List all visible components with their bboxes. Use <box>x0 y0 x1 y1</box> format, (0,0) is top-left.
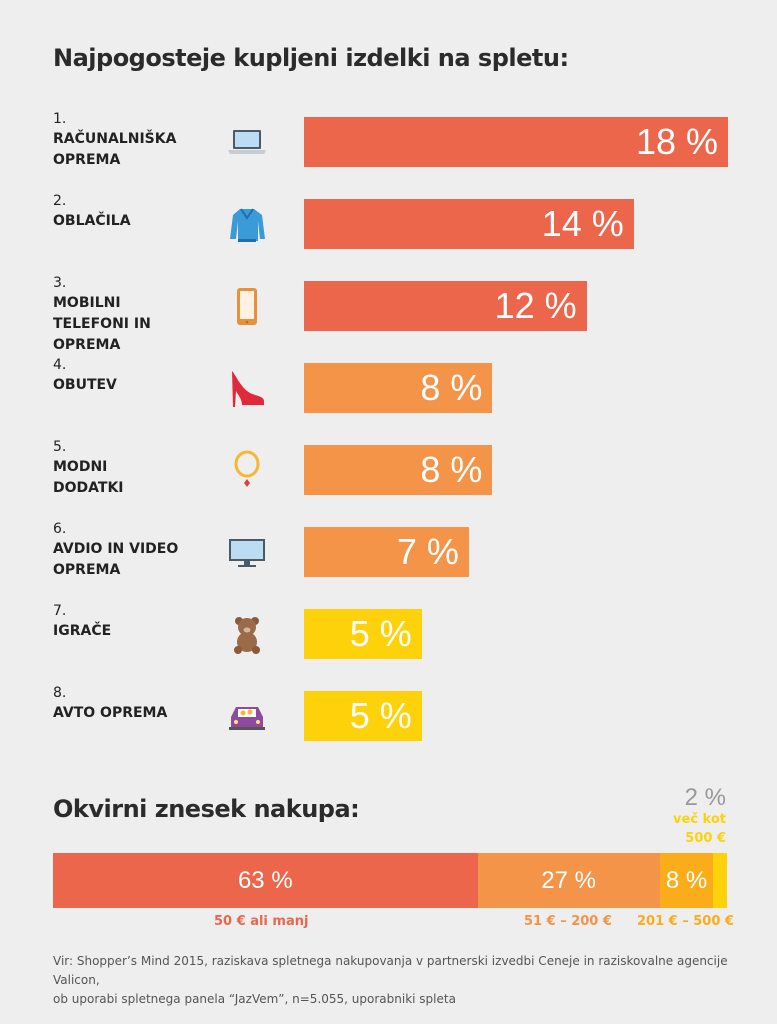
bar: 8 % <box>304 445 493 495</box>
bar-value-label: 8 % <box>420 367 483 408</box>
bar: 7 % <box>304 527 469 577</box>
bar-value-label: 14 % <box>541 203 624 244</box>
bar: 5 % <box>304 609 422 659</box>
category-label: IGRAČE <box>53 623 112 639</box>
chart-row: 1. RAČUNALNIŠKA OPREMA 18 % <box>0 0 777 168</box>
chart-row: 6. AVDIO IN VIDEO OPREMA 7 % <box>0 0 777 578</box>
necklace-icon <box>226 449 268 491</box>
segment-label-over-500-line2: 500 € <box>685 831 726 846</box>
sweater-icon <box>226 203 268 245</box>
bar-value-label: 5 % <box>349 695 412 736</box>
bar: 14 % <box>304 199 634 249</box>
chart-row: 8. AVTO OPREMA 5 % <box>0 0 777 741</box>
chart-row: 5. MODNI DODATKI 8 % <box>0 0 777 496</box>
bar-value-label: 8 % <box>420 449 483 490</box>
rank-number: 1. <box>53 111 67 127</box>
bar: 18 % <box>304 117 728 167</box>
stack-segment: 63 % <box>53 853 478 908</box>
rank-number: 8. <box>53 685 67 701</box>
bar: 8 % <box>304 363 493 413</box>
bar-value-label: 7 % <box>396 531 459 572</box>
rank-number: 2. <box>53 193 67 209</box>
category-label: AVTO OPREMA <box>53 705 168 721</box>
category-label: OBLAČILA <box>53 213 131 229</box>
amount-stacked-bar: 63 % 27 % 8 % <box>53 853 727 908</box>
category-label: MODNI DODATKI <box>53 459 124 496</box>
chart-row: 7. IGRAČE 5 % <box>0 0 777 659</box>
monitor-icon <box>226 531 268 573</box>
segment-label-50-or-less: 50 € ali manj <box>214 914 309 929</box>
source-line-2: ob uporabi spletnega panela “JazVem”, n=… <box>53 992 456 1006</box>
teddy-bear-icon <box>226 613 268 655</box>
laptop-icon <box>226 121 268 163</box>
segment-label-201-500: 201 € – 500 € <box>637 914 734 929</box>
segment-value-over-500: 2 % <box>684 784 726 811</box>
bar-value-label: 18 % <box>635 121 718 162</box>
high-heel-icon <box>226 367 268 409</box>
bar: 5 % <box>304 691 422 741</box>
category-label: AVDIO IN VIDEO OPREMA <box>53 541 179 578</box>
rank-number: 3. <box>53 275 67 291</box>
bar-value-label: 5 % <box>349 613 412 654</box>
bar-value-label: 12 % <box>494 285 577 326</box>
chart-title: Najpogosteje kupljeni izdelki na spletu: <box>53 44 569 72</box>
phone-icon <box>226 285 268 327</box>
bar: 12 % <box>304 281 587 331</box>
rank-number: 7. <box>53 603 67 619</box>
amount-title: Okvirni znesek nakupa: <box>53 795 360 823</box>
rank-number: 5. <box>53 439 67 455</box>
segment-label-over-500-line1: več kot <box>673 812 726 827</box>
category-label: RAČUNALNIŠKA OPREMA <box>53 131 177 168</box>
chart-row: 2. OBLAČILA 14 % <box>0 0 777 249</box>
chart-row: 4. OBUTEV 8 % <box>0 0 777 413</box>
source-note: Vir: Shopper’s Mind 2015, raziskava sple… <box>53 952 753 1009</box>
car-icon <box>226 695 268 737</box>
rank-number: 6. <box>53 521 67 537</box>
stack-segment: 8 % <box>659 853 714 908</box>
stack-segment <box>713 853 727 908</box>
segment-value-label: 27 % <box>541 866 596 894</box>
segment-label-51-200: 51 € – 200 € <box>524 914 612 929</box>
source-line-1: Vir: Shopper’s Mind 2015, raziskava sple… <box>53 954 728 987</box>
segment-value-label: 63 % <box>237 866 293 894</box>
rank-number: 4. <box>53 357 67 373</box>
segment-value-label: 8 % <box>665 866 708 894</box>
stack-segment: 27 % <box>477 853 660 908</box>
category-label: MOBILNI TELEFONI IN OPREMA <box>53 295 151 353</box>
category-label: OBUTEV <box>53 377 117 393</box>
chart-row: 3. MOBILNI TELEFONI IN OPREMA 12 % <box>0 0 777 353</box>
